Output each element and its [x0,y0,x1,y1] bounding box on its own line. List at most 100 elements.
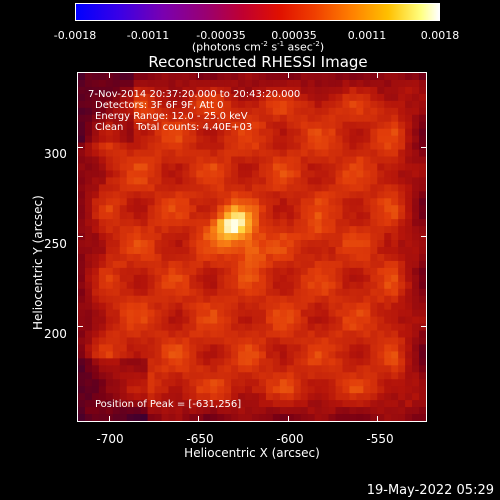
heatmap-cell [140,365,148,373]
heatmap-cell [279,156,288,164]
heatmap-cell [119,309,128,317]
heatmap-cell [279,142,288,150]
heatmap-cell [377,260,385,269]
heatmap-cell [419,142,426,150]
heatmap-cell [182,337,190,345]
heatmap-cell [161,233,169,241]
heatmap-cell [252,323,260,331]
heatmap-cell [405,260,413,269]
heatmap-cell [412,316,420,324]
heatmap-cell [175,149,183,157]
heatmap-cell [217,379,225,387]
heatmap-cell [335,400,343,408]
heatmap-cell [182,184,190,192]
heatmap-cell [84,351,93,359]
heatmap-cell [161,414,169,421]
heatmap-cell [356,191,364,199]
heatmap-cell [140,295,148,304]
heatmap-cell [314,379,322,387]
heatmap-cell [78,351,86,359]
heatmap-cell [210,135,218,143]
heatmap-cell [140,142,148,150]
heatmap-cell [307,414,316,421]
heatmap-cell [419,170,426,178]
heatmap-cell [112,156,121,164]
heatmap-cell [161,358,169,366]
heatmap-cell [384,400,392,408]
heatmap-cell [245,149,253,157]
heatmap-cell [140,114,148,123]
x-tick-mark [287,72,289,78]
heatmap-cell [265,100,274,109]
heatmap-cell [105,93,114,102]
heatmap-cell [279,267,288,276]
heatmap-cell [391,86,399,95]
heatmap-cell [342,240,350,248]
heatmap-cell [161,393,169,401]
heatmap-cell [91,121,100,130]
heatmap-cell [356,170,364,178]
heatmap-cell [258,358,267,366]
heatmap-cell [398,393,406,401]
heatmap-cell [342,316,350,324]
heatmap-cell [231,247,239,255]
heatmap-cell [398,100,406,109]
heatmap-cell [140,330,148,338]
heatmap-cell [210,177,218,185]
heatmap-cell [307,73,316,81]
heatmap-cell [286,170,295,178]
heatmap-cell [168,274,176,283]
heatmap-cell [196,400,204,408]
heatmap-cell [168,100,176,109]
heatmap-cell [238,79,246,88]
heatmap-cell [272,316,281,324]
heatmap-cell [98,149,107,157]
heatmap-cell [349,344,357,352]
heatmap-cell [328,177,336,185]
heatmap-cell [405,295,413,304]
heatmap-cell [412,121,420,130]
heatmap-cell [231,73,239,81]
heatmap-cell [356,177,364,185]
heatmap-cell [384,114,392,123]
heatmap-cell [196,288,204,297]
heatmap-cell [224,205,232,213]
heatmap-cell [384,79,392,88]
heatmap-cell [321,393,329,401]
x-tick-label: -650 [186,432,214,446]
heatmap-cell [154,198,162,206]
heatmap-cell [168,379,176,387]
heatmap-cell [112,149,121,157]
heatmap-cell [133,247,142,255]
heatmap-cell [391,184,399,192]
heatmap-cell [391,198,399,206]
heatmap-cell [140,191,148,199]
heatmap-cell [189,142,197,150]
heatmap-cell [293,198,302,206]
heatmap-cell [300,330,309,338]
heatmap-cell [119,372,128,380]
heatmap-cell [391,233,399,241]
heatmap-cell [377,177,385,185]
heatmap-cell [196,344,204,352]
heatmap-cell [293,386,302,394]
heatmap-cell [154,135,162,143]
heatmap-cell [126,295,135,304]
heatmap-cell [321,379,329,387]
heatmap-cell [293,233,302,241]
heatmap-cell [252,226,260,234]
heatmap-cell [245,393,253,401]
heatmap-cell [231,316,239,324]
heatmap-cell [78,184,86,192]
heatmap-cell [307,177,316,185]
heatmap-cell [112,281,121,290]
heatmap-cell [105,86,114,95]
heatmap-cell [196,226,204,234]
heatmap-cell [238,351,246,359]
heatmap-cell [405,253,413,262]
heatmap-cell [391,107,399,116]
heatmap-cell [119,107,128,116]
heatmap-cell [293,128,302,137]
heatmap-cell [231,372,239,380]
heatmap-cell [293,149,302,157]
